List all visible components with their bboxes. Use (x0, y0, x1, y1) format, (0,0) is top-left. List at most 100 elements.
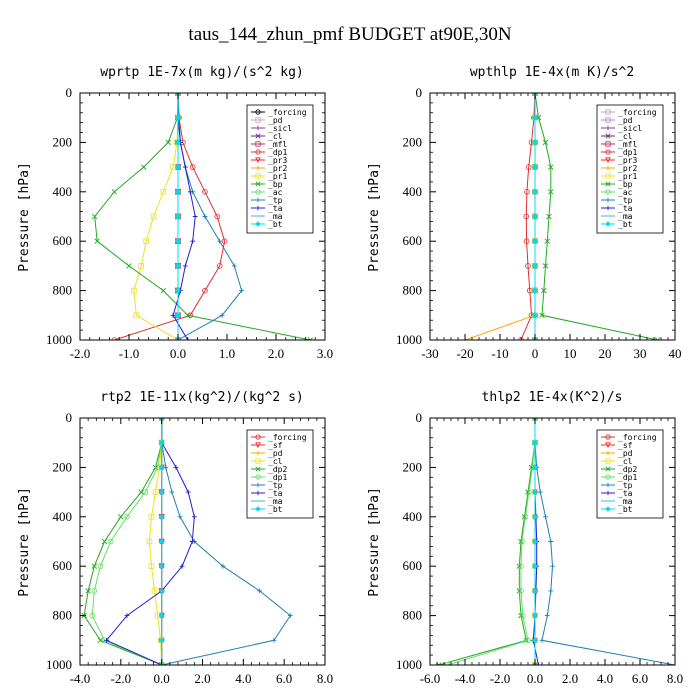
legend-label: _ta (268, 489, 283, 498)
data-point (160, 287, 167, 294)
series-line (91, 418, 163, 665)
data-point (175, 238, 181, 245)
data-point (255, 458, 261, 464)
data-point (255, 133, 261, 139)
x-tick-label: -20 (456, 346, 473, 361)
y-tick-label: 800 (403, 608, 423, 623)
data-point (255, 434, 261, 440)
panel-wpthlp: wpthlp 1E-4x(m K)/s^2 Pressure [hPa] -30… (367, 65, 682, 361)
legend-label: _pd (268, 449, 283, 458)
legend-label: _ma (618, 497, 633, 506)
legend-label: _pd (268, 116, 283, 125)
legend-label: _ta (618, 489, 633, 498)
data-point (97, 637, 104, 644)
y-tick-label: 800 (53, 283, 73, 298)
data-point (550, 563, 555, 569)
legend-label: _sf (268, 441, 283, 450)
data-point (536, 662, 541, 665)
legend-label: _dp2 (268, 465, 287, 474)
panel-title: wprtp 1E-7x(m kg)/(s^2 kg) (100, 65, 304, 80)
data-point (175, 139, 181, 146)
data-point (255, 173, 261, 179)
data-point (214, 213, 221, 220)
data-point (605, 197, 611, 203)
data-point (539, 637, 545, 643)
data-point (532, 563, 538, 570)
y-tick-label: 400 (53, 184, 73, 199)
legend-label: _forcing (268, 108, 307, 117)
data-point (158, 563, 165, 570)
data-point (91, 213, 98, 220)
series-dp1 (89, 418, 165, 665)
data-point (605, 181, 611, 187)
data-point (202, 189, 208, 195)
data-point (605, 157, 611, 164)
data-point (158, 464, 165, 471)
data-point (526, 489, 532, 495)
data-point (605, 109, 611, 115)
data-point (257, 588, 263, 594)
legend-label: _dp2 (618, 465, 637, 474)
data-point (158, 587, 165, 594)
data-point (532, 287, 538, 294)
data-point (525, 263, 531, 269)
data-point (532, 513, 538, 520)
y-tick-label: 800 (403, 283, 423, 298)
data-point (519, 538, 525, 545)
series-tp (175, 93, 245, 340)
data-point (605, 466, 611, 472)
data-point (605, 141, 611, 147)
data-point (255, 466, 261, 472)
data-point (158, 439, 165, 446)
legend-label: _cl (268, 132, 283, 141)
data-point (532, 312, 538, 319)
data-point (532, 238, 538, 245)
data-point (189, 164, 196, 170)
legend-label: _pr3 (618, 156, 637, 165)
data-point (91, 563, 98, 569)
data-point (605, 442, 611, 449)
x-tick-label: 0.0 (154, 671, 170, 686)
data-point (605, 189, 611, 195)
x-tick-label: 2.0 (562, 671, 578, 686)
legend-label: _dp1 (268, 473, 287, 482)
data-point (532, 489, 538, 496)
data-point (255, 189, 261, 195)
data-point (523, 238, 530, 245)
data-point (255, 482, 261, 488)
series-bt (532, 418, 538, 665)
y-tick-label: 400 (403, 184, 423, 199)
data-point (182, 263, 188, 269)
data-point (255, 442, 261, 449)
data-point (142, 489, 149, 495)
series-line (114, 93, 226, 340)
legend-label: _cl (268, 457, 283, 466)
legend-label: _ma (268, 212, 283, 221)
legend-label: _bt (618, 505, 633, 514)
y-axis-label: Pressure [hPa] (367, 487, 382, 597)
y-tick-label: 0 (66, 85, 73, 100)
series-dp1 (444, 418, 538, 665)
data-point (525, 164, 532, 170)
data-point (118, 514, 124, 520)
data-point (175, 262, 181, 269)
x-tick-label: -6.0 (420, 671, 441, 686)
data-point (605, 474, 611, 480)
data-point (146, 538, 153, 545)
panel-thlp2: thlp2 1E-4x(K^2)/s Pressure [hPa] -6.0 -4… (367, 390, 683, 686)
data-point (104, 637, 109, 643)
data-point (528, 464, 535, 471)
data-point (532, 587, 538, 594)
panel-title: wpthlp 1E-4x(m K)/s^2 (470, 65, 634, 80)
legend-label: _forcing (618, 108, 657, 117)
x-tick-label: 8.0 (317, 671, 333, 686)
data-point (192, 214, 198, 219)
y-axis-label: Pressure [hPa] (17, 487, 32, 597)
y-axis-label: Pressure [hPa] (17, 162, 32, 272)
panel-title: thlp2 1E-4x(K^2)/s (482, 390, 623, 405)
data-point (255, 157, 261, 164)
x-tick-label: 2.0 (268, 346, 284, 361)
data-point (143, 238, 149, 245)
y-tick-label: 400 (53, 509, 73, 524)
data-point (605, 205, 611, 211)
